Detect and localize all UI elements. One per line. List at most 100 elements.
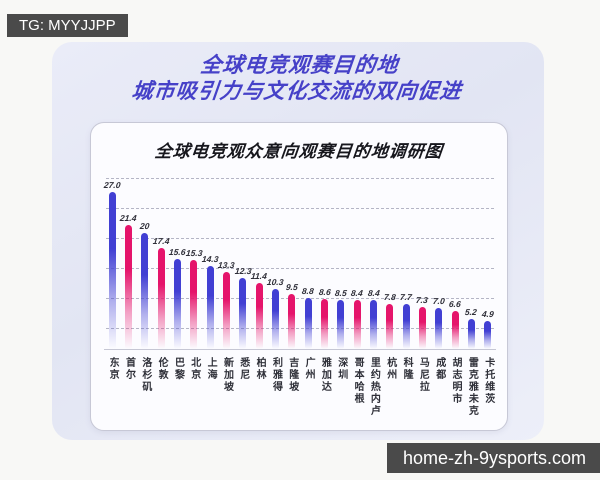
x-axis-city-label: 卡托维茨: [482, 357, 494, 405]
bar-value-label: 13.3: [217, 259, 236, 270]
bar: [255, 282, 263, 349]
gridline: [106, 268, 494, 269]
x-axis-city-label: 里约热内卢: [368, 357, 380, 417]
bar-column: 21.4 首尔: [120, 164, 138, 427]
bar-value-label: 17.4: [152, 236, 170, 247]
x-axis-city-label: 广州: [303, 357, 315, 381]
x-axis-city-label: 巴黎: [172, 357, 184, 381]
page-title-line1: 全球电竞观赛目的地: [199, 54, 400, 77]
bar-plot-cell: 7.8: [383, 164, 397, 349]
page-title-line2: 城市吸引力与文化交流的双向促进: [130, 80, 463, 103]
bar: [222, 271, 230, 349]
bar-column: 17.4 伦敦: [152, 164, 170, 427]
gridline: [106, 238, 494, 239]
bar: [418, 306, 426, 349]
bar-column: 27.0 东京: [103, 164, 121, 427]
bar-column: 7.7 科隆: [398, 164, 414, 427]
bar-plot-cell: 7.7: [400, 164, 413, 349]
bar-value-label: 15.6: [168, 246, 187, 257]
gridline: [106, 178, 494, 179]
bar: [157, 248, 165, 349]
bar-column: 14.3 上海: [201, 164, 219, 427]
bar-value-label: 6.6: [448, 298, 462, 309]
bar-column: 8.4 里约热内卢: [365, 164, 381, 427]
bar: [435, 308, 443, 349]
x-axis-city-label: 利雅得: [270, 357, 282, 393]
bar-column: 15.6 巴黎: [169, 164, 187, 427]
bar-column: 8.5 深圳: [333, 164, 349, 427]
bar: [369, 300, 377, 349]
bar-plot-cell: 7.3: [415, 164, 429, 349]
bar-value-label: 12.3: [233, 265, 252, 276]
bar-plot-cell: 14.3: [201, 164, 219, 349]
bar-plot-cell: 6.6: [449, 164, 461, 349]
bar: [353, 300, 361, 349]
x-axis-city-label: 胡志明市: [450, 357, 462, 405]
bar: [190, 260, 198, 349]
x-axis-city-label: 科隆: [401, 357, 413, 381]
bar-plot-cell: 8.5: [334, 164, 347, 349]
bar: [402, 304, 410, 349]
bar: [304, 297, 312, 349]
x-axis-city-label: 洛杉矶: [139, 357, 151, 393]
bar: [141, 233, 149, 349]
bar-plot-cell: 5.2: [465, 164, 478, 349]
bar-plot-cell: 13.3: [218, 164, 235, 349]
bar-value-label: 8.6: [317, 287, 331, 298]
bar-value-label: 8.4: [350, 288, 364, 299]
watermark-badge-bottom-right: home-zh-9ysports.com: [386, 443, 600, 473]
bar-column: 12.3 悉尼: [233, 164, 252, 427]
bar-column: 8.6 雅加达: [316, 164, 332, 427]
infographic-card: 全球电竞观赛目的地 城市吸引力与文化交流的双向促进 全球电竞观众意向观赛目的地调…: [52, 42, 544, 440]
bar-value-label: 10.3: [266, 277, 285, 288]
bar-plot-cell: 27.0: [103, 164, 121, 349]
bar-value-label: 27.0: [103, 180, 121, 191]
x-axis-city-label: 悉尼: [237, 357, 249, 381]
bar-plot-cell: 10.3: [267, 164, 284, 349]
bar-value-label: 20: [139, 221, 151, 231]
bar-column: 10.3 利雅得: [267, 164, 285, 427]
x-axis-city-label: 哥本哈根: [352, 357, 364, 405]
bar-column: 4.9 卡托维茨: [480, 164, 496, 427]
bar-value-label: 14.3: [201, 254, 219, 265]
bar-plot-cell: 21.4: [120, 164, 137, 349]
bar: [124, 224, 132, 349]
bar-plot-cell: 9.5: [285, 164, 298, 349]
bar: [451, 310, 459, 349]
bar-plot-cell: 20: [139, 164, 151, 349]
bar-column: 11.4 柏林: [250, 164, 268, 427]
watermark-badge-top-left: TG: MYYJJPP: [7, 14, 128, 37]
bar-value-label: 8.4: [366, 288, 380, 299]
bar: [467, 318, 475, 349]
bar-plot-cell: 7.0: [432, 164, 446, 349]
bar-value-label: 7.8: [383, 291, 397, 302]
x-axis-city-label: 成都: [433, 357, 445, 381]
x-axis-city-label: 北京: [188, 357, 200, 381]
x-axis-city-label: 雅加达: [319, 357, 331, 393]
bar-value-label: 7.0: [432, 296, 446, 307]
bar: [320, 299, 328, 349]
x-axis-city-label: 深圳: [335, 357, 347, 381]
bar: [108, 192, 116, 349]
bar-columns: 27.0 东京 21.4 首尔 20 洛杉矶 17.4 伦敦 15.6 巴黎 15.3 北京 14.3 上…: [103, 164, 496, 427]
bar-column: 7.3 马尼拉: [414, 164, 430, 427]
bar-value-label: 8.8: [301, 285, 315, 296]
gridline: [106, 208, 494, 209]
x-axis-city-label: 新加坡: [221, 357, 233, 393]
bar-column: 9.5 吉隆坡: [284, 164, 300, 427]
x-axis-city-label: 东京: [107, 357, 119, 381]
x-axis-city-label: 马尼拉: [417, 357, 429, 393]
bar-plot-cell: 17.4: [152, 164, 170, 349]
bar-value-label: 7.3: [415, 294, 429, 305]
bar-column: 13.3 新加坡: [218, 164, 236, 427]
bar-value-label: 11.4: [250, 270, 268, 281]
x-axis-city-label: 杭州: [384, 357, 396, 381]
bar: [239, 277, 247, 349]
bar-value-label: 4.9: [481, 308, 495, 319]
bar-plot-cell: 8.4: [366, 164, 380, 349]
bar-plot-cell: 15.3: [185, 164, 203, 349]
chart-panel: 全球电竞观众意向观赛目的地调研图 27.0 东京 21.4 首尔 20 洛杉矶 17.4 伦敦…: [90, 122, 508, 431]
x-axis-city-label: 首尔: [123, 357, 135, 381]
bar-plot-cell: 15.6: [169, 164, 186, 349]
